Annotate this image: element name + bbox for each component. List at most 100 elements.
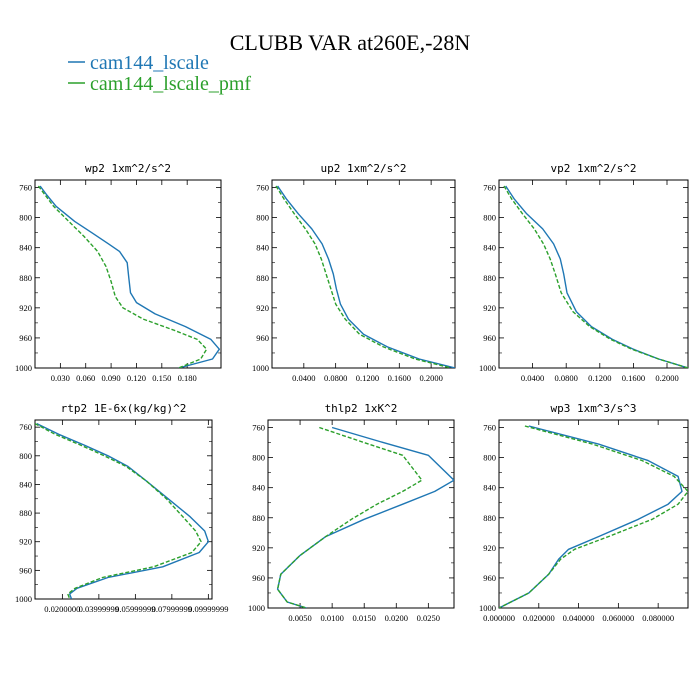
panel-2: up2 1xm^2/s^2 760 800 840 880 920 960 1000 0.040… bbox=[252, 162, 456, 383]
series-line-2 bbox=[276, 426, 423, 608]
panel-title: thlp2 1xK^2 bbox=[325, 402, 398, 415]
series-line-1 bbox=[505, 185, 688, 368]
y-tick-label: 760 bbox=[19, 422, 32, 432]
x-tick-label: 0.040000 bbox=[563, 613, 595, 623]
series-line-1 bbox=[36, 422, 210, 599]
y-tick-label: 960 bbox=[252, 573, 265, 583]
series-line-2 bbox=[275, 185, 452, 368]
x-tick-label: 0.080000 bbox=[642, 613, 674, 623]
x-tick-label: 0.05999999 bbox=[115, 604, 155, 614]
y-tick-label: 1000 bbox=[15, 363, 32, 373]
y-tick-label: 800 bbox=[252, 453, 265, 463]
panel-title: wp2 1xm^2/s^2 bbox=[85, 162, 171, 175]
y-tick-label: 840 bbox=[483, 243, 496, 253]
y-tick-label: 760 bbox=[256, 183, 269, 193]
x-tick-label: 0.090 bbox=[102, 373, 121, 383]
plot-frame bbox=[34, 419, 213, 600]
panel-title: rtp2 1E-6x(kg/kg)^2 bbox=[61, 402, 187, 415]
y-tick-label: 920 bbox=[19, 303, 32, 313]
y-tick-label: 1000 bbox=[15, 594, 32, 604]
y-tick-label: 760 bbox=[483, 423, 496, 433]
y-tick-label: 880 bbox=[19, 273, 32, 283]
y-tick-label: 960 bbox=[483, 333, 496, 343]
y-tick-label: 800 bbox=[19, 213, 32, 223]
x-tick-label: 0.0200000 bbox=[44, 604, 80, 614]
x-tick-label: 0.030 bbox=[51, 373, 70, 383]
x-tick-label: 0.0200 bbox=[385, 613, 408, 623]
x-tick-label: 0.020000 bbox=[523, 613, 555, 623]
y-tick-label: 920 bbox=[252, 543, 265, 553]
y-tick-label: 1000 bbox=[248, 603, 265, 613]
plot-frame bbox=[498, 419, 689, 609]
legend: cam144_lscale cam144_lscale_pmf bbox=[68, 52, 251, 95]
y-tick-label: 1000 bbox=[252, 363, 269, 373]
plot-frame bbox=[498, 179, 689, 369]
x-tick-label: 0.0400 bbox=[292, 373, 315, 383]
y-tick-label: 960 bbox=[256, 333, 269, 343]
plot-frame bbox=[267, 419, 455, 609]
figure-title: CLUBB VAR at260E,-28N bbox=[230, 30, 471, 55]
x-tick-label: 0.150 bbox=[152, 373, 171, 383]
panel-1: wp2 1xm^2/s^2 760 800 840 880 920 960 1000 0.030… bbox=[15, 162, 222, 383]
y-tick-label: 920 bbox=[483, 303, 496, 313]
x-tick-label: 0.1600 bbox=[622, 373, 645, 383]
y-tick-label: 880 bbox=[256, 273, 269, 283]
y-tick-label: 920 bbox=[19, 537, 32, 547]
x-tick-label: 0.07999999 bbox=[152, 604, 192, 614]
series-line-1 bbox=[39, 185, 221, 368]
panels: wp2 1xm^2/s^2 760 800 840 880 920 960 1000 0.030… bbox=[15, 162, 689, 623]
x-tick-label: 0.03999999 bbox=[79, 604, 119, 614]
x-tick-label: 0.2000 bbox=[419, 373, 442, 383]
y-tick-label: 760 bbox=[19, 183, 32, 193]
x-tick-label: 0.0400 bbox=[521, 373, 544, 383]
y-tick-label: 760 bbox=[483, 183, 496, 193]
y-tick-label: 880 bbox=[252, 513, 265, 523]
x-tick-label: 0.0250 bbox=[417, 613, 440, 623]
y-tick-label: 880 bbox=[19, 508, 32, 518]
plot-frame bbox=[34, 179, 222, 369]
x-tick-label: 0.0800 bbox=[324, 373, 347, 383]
x-tick-label: 0.060 bbox=[76, 373, 95, 383]
y-tick-label: 840 bbox=[19, 243, 32, 253]
legend-label-1: cam144_lscale bbox=[90, 52, 209, 74]
series-line-1 bbox=[499, 425, 683, 608]
y-tick-label: 1000 bbox=[479, 363, 496, 373]
panel-title: vp2 1xm^2/s^2 bbox=[550, 162, 636, 175]
panel-6: wp3 1xm^3/s^3 760 800 840 880 920 960 10000.000… bbox=[479, 402, 689, 623]
y-tick-label: 920 bbox=[256, 303, 269, 313]
y-tick-label: 760 bbox=[252, 423, 265, 433]
y-tick-label: 800 bbox=[19, 451, 32, 461]
y-tick-label: 880 bbox=[483, 273, 496, 283]
series-line-1 bbox=[277, 185, 455, 368]
x-tick-label: 0.180 bbox=[178, 373, 197, 383]
x-tick-label: 0.120 bbox=[127, 373, 146, 383]
x-tick-label: 0.0100 bbox=[320, 613, 343, 623]
legend-label-2: cam144_lscale_pmf bbox=[90, 73, 251, 95]
y-tick-label: 840 bbox=[252, 483, 265, 493]
x-tick-label: 0.2000 bbox=[655, 373, 678, 383]
x-tick-label: 0.1200 bbox=[356, 373, 379, 383]
series-line-2 bbox=[499, 425, 688, 608]
y-tick-label: 800 bbox=[483, 213, 496, 223]
x-tick-label: 0.1200 bbox=[588, 373, 611, 383]
panel-4: rtp2 1E-6x(kg/kg)^2 760 800 840 880 920 960 100… bbox=[15, 402, 229, 614]
y-tick-label: 1000 bbox=[479, 603, 496, 613]
series-line-2 bbox=[37, 185, 208, 368]
y-tick-label: 920 bbox=[483, 543, 496, 553]
y-tick-label: 840 bbox=[19, 479, 32, 489]
series-line-2 bbox=[503, 185, 688, 368]
panel-title: wp3 1xm^3/s^3 bbox=[550, 402, 636, 415]
y-tick-label: 880 bbox=[483, 513, 496, 523]
series-line-1 bbox=[276, 426, 454, 608]
x-tick-label: 0.1600 bbox=[388, 373, 411, 383]
x-tick-label: 0.0150 bbox=[353, 613, 376, 623]
panel-5: thlp2 1xK^2 760 800 840 880 920 960 1000 0.0050 0… bbox=[248, 402, 455, 623]
x-tick-label: 0.000000 bbox=[483, 613, 515, 623]
y-tick-label: 800 bbox=[256, 213, 269, 223]
y-tick-label: 840 bbox=[256, 243, 269, 253]
x-tick-label: 0.0050 bbox=[288, 613, 311, 623]
x-tick-label: 0.0800 bbox=[555, 373, 578, 383]
plot-frame bbox=[271, 179, 456, 369]
y-tick-label: 960 bbox=[483, 573, 496, 583]
